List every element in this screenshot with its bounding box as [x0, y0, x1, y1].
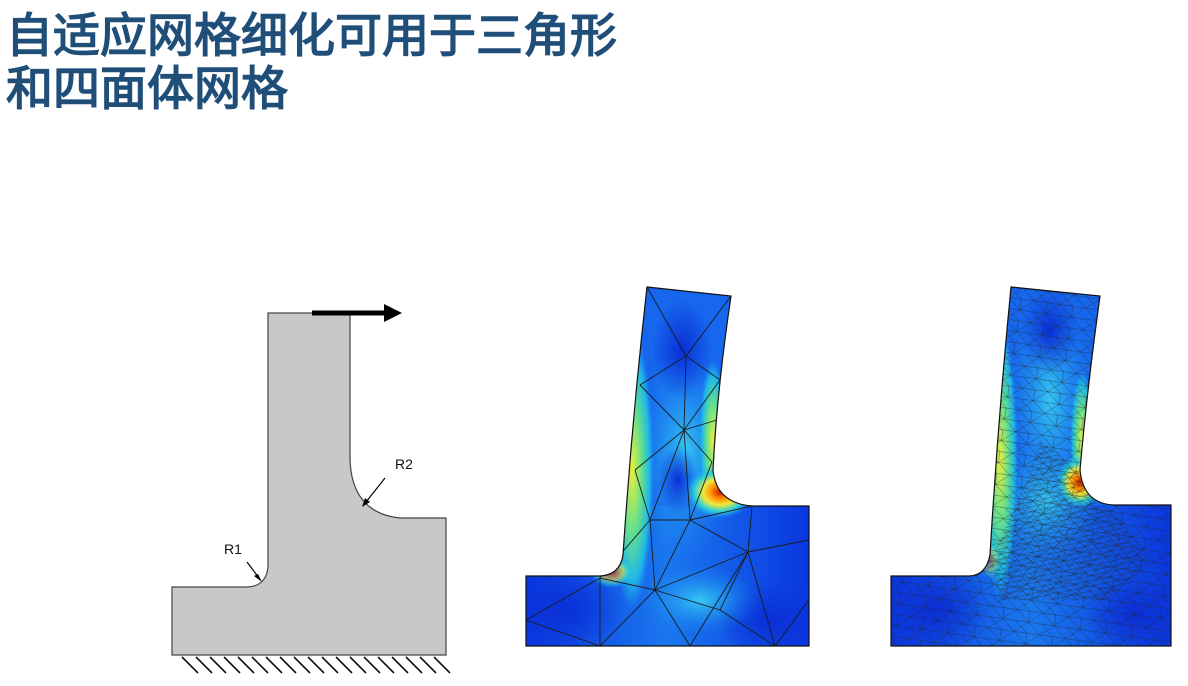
r1-pointer [246, 561, 262, 582]
geometry-schematic: R1 R2 [171, 304, 451, 674]
slide-title-line-2: 和四面体网格 [6, 62, 288, 117]
fixed-support-hatching [181, 656, 451, 674]
slide-title: 自适应网格细化可用于三角形 和四面体网格 [6, 10, 617, 116]
slide-title-line-1: 自适应网格细化可用于三角形 [6, 9, 617, 64]
load-arrow [312, 304, 402, 322]
refined-mesh-stress-plot [890, 286, 1172, 647]
label-r1: R1 [224, 541, 242, 557]
label-r2: R2 [395, 456, 413, 472]
part-outline [171, 312, 447, 656]
r2-pointer [362, 477, 386, 507]
coarse-mesh-stress-plot [525, 286, 810, 647]
